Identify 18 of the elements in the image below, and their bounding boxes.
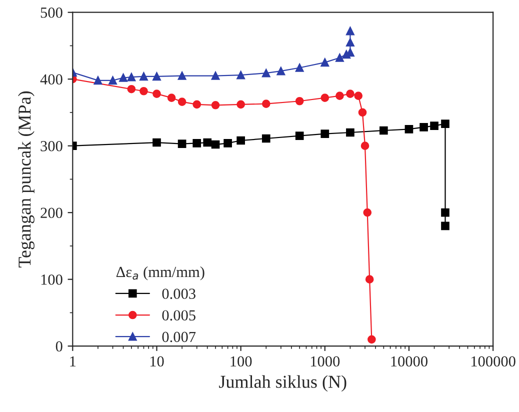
y-tick-label: 500	[40, 8, 62, 18]
x-axis-title: Jumlah siklus (N)	[219, 375, 346, 392]
legend-label: 0.005	[162, 310, 196, 321]
x-tick-label: 1	[70, 356, 76, 366]
x-tick-label: 10000	[391, 356, 428, 367]
y-tick-label: 100	[41, 274, 62, 285]
x-tick-label: 10	[150, 356, 164, 367]
y-tick-label: 0	[56, 341, 62, 352]
legend-label: 0.007	[162, 332, 196, 342]
x-tick-label: 100	[230, 356, 252, 367]
x-tick-label: 1000	[310, 356, 340, 367]
y-tick-label: 400	[40, 74, 62, 85]
legend-label: 0.003	[162, 288, 196, 299]
x-tick-label: 100000	[471, 356, 516, 367]
legend-title: Δε$_{a}$ (mm/mm)	[116, 266, 204, 280]
y-axis-title: Tegangan puncak (MPa)	[18, 91, 34, 268]
y-tick-label: 200	[40, 208, 62, 218]
y-tick-label: 300	[40, 140, 62, 152]
